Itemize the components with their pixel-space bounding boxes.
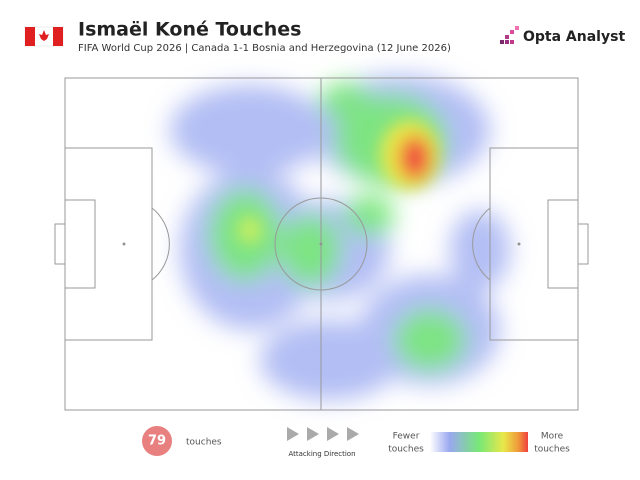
touches-badge <box>142 426 172 456</box>
pitch <box>54 77 589 411</box>
touches-count: 79 <box>148 434 166 449</box>
heatmap <box>170 75 510 400</box>
flag <box>24 26 64 47</box>
direction-label: Attacking Direction <box>288 450 355 458</box>
brand-logo <box>500 26 519 44</box>
subtitle: FIFA World Cup 2026 | Canada 1-1 Bosnia … <box>78 43 451 54</box>
legend-high: touches <box>534 445 570 455</box>
legend-high: More <box>541 432 564 442</box>
brand: Opta Analyst <box>523 29 625 45</box>
direction-arrows <box>287 427 359 441</box>
title: Ismaël Koné Touches <box>78 19 301 41</box>
legend-low: touches <box>388 445 424 455</box>
legend-low: Fewer <box>393 432 420 442</box>
legend-gradient <box>430 432 528 452</box>
heatmap-hot <box>238 120 440 244</box>
touches-label: touches <box>186 438 222 448</box>
